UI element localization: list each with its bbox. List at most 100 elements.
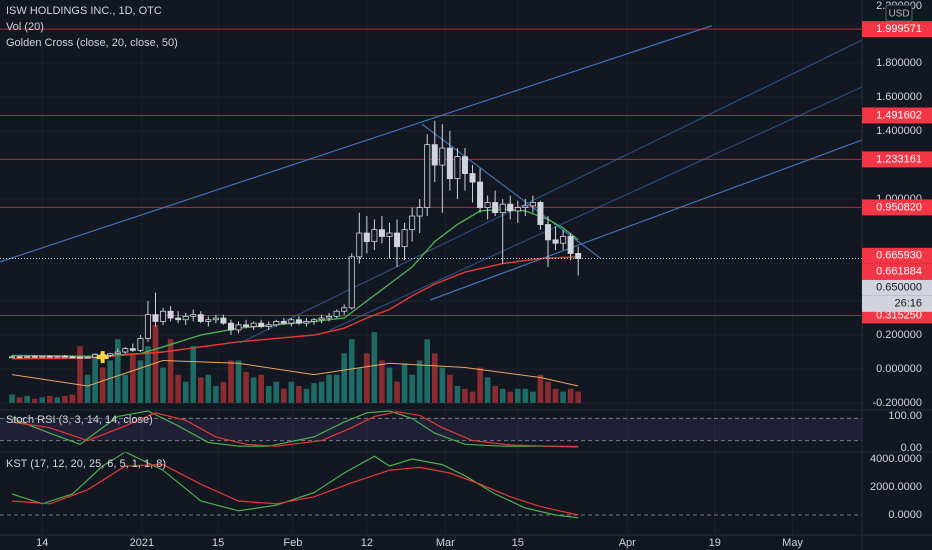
band-fill	[0, 418, 862, 441]
candle-body	[386, 232, 393, 237]
level-label-bg	[862, 151, 932, 168]
volume-bar	[364, 353, 370, 403]
volume-bar	[386, 367, 393, 403]
y-tick-label: 0.00	[901, 442, 922, 454]
y-tick-label: 1.400000	[876, 125, 922, 137]
candle-body	[182, 315, 189, 321]
candle-body	[326, 315, 333, 319]
volume-bar	[515, 388, 521, 403]
candle-body	[394, 232, 401, 248]
volume-bar	[205, 374, 212, 403]
candle-body	[258, 322, 265, 327]
x-tick-label: 15	[512, 537, 524, 549]
candle-body	[303, 321, 310, 324]
volume-bar	[296, 385, 302, 403]
candle-body	[46, 355, 53, 358]
candle-body	[107, 353, 114, 356]
volume-bar	[175, 374, 181, 403]
candle-body	[54, 355, 61, 358]
volume-bar	[54, 397, 61, 403]
currency-box[interactable]	[885, 4, 913, 22]
candle-body	[341, 307, 348, 312]
countdown-bg	[862, 295, 932, 312]
volume-bar	[281, 388, 287, 403]
volume-bar	[469, 391, 476, 403]
y-tick-label: 0.0000	[888, 509, 922, 521]
candle-body	[544, 224, 551, 241]
x-tick-label: Apr	[619, 537, 636, 549]
volume-bar	[507, 391, 514, 403]
candle-body	[552, 239, 559, 244]
volume-bar	[431, 353, 438, 403]
candle-body	[424, 144, 431, 208]
trend-line	[0, 25, 712, 263]
volume-bar	[311, 383, 317, 403]
candle-body	[439, 147, 446, 166]
volume-bar	[9, 394, 15, 403]
candle-body	[9, 356, 16, 359]
candle-body	[507, 203, 514, 212]
y-tick-label: 4000.0000	[870, 453, 922, 465]
volume-bar	[273, 381, 280, 403]
stoch-title: Stoch RSI (3, 3, 14, 14, close)	[6, 414, 153, 426]
level-label: 0.950820	[876, 201, 922, 213]
candle-body	[280, 321, 287, 324]
candle-body	[175, 317, 182, 321]
trend-line	[239, 39, 863, 344]
candle-body	[401, 229, 408, 248]
chart-title: ISW HOLDINGS INC., 1D, OTC	[6, 5, 162, 17]
price-marker-label: 0.661884	[876, 266, 922, 278]
candle-body	[363, 232, 370, 242]
volume-bar	[235, 360, 242, 403]
x-tick-label: Mar	[436, 537, 455, 549]
volume-bar	[152, 325, 159, 403]
volume-bar	[62, 395, 68, 403]
candle-body	[477, 181, 484, 208]
candle-body	[567, 236, 574, 254]
volume-bar	[197, 377, 204, 403]
price-marker-label: 0.665930	[876, 250, 922, 262]
candle-body	[69, 356, 76, 359]
candle-body	[212, 317, 219, 321]
candle-body	[454, 156, 461, 180]
volume-bar	[303, 388, 310, 403]
trend-line	[329, 86, 863, 331]
volume-bar	[258, 374, 264, 403]
candle-body	[16, 356, 23, 359]
volume-bar	[31, 398, 38, 403]
volume-bar	[447, 374, 453, 403]
level-label-bg	[862, 107, 932, 124]
volume-bar	[160, 367, 166, 403]
y-tick-label: 2000.0000	[870, 481, 922, 493]
candle-body	[39, 355, 46, 358]
candle-body	[273, 321, 280, 326]
price-marker-bg	[862, 279, 932, 296]
candle-body	[152, 314, 159, 322]
volume-bar	[371, 332, 378, 403]
candle-body	[197, 314, 204, 322]
volume-label: Vol (20)	[6, 21, 44, 33]
level-label-bg	[862, 199, 932, 216]
volume-bar	[356, 367, 363, 403]
indicator-line	[12, 411, 579, 448]
candle-body	[205, 319, 212, 322]
x-tick-label: 19	[709, 537, 721, 549]
volume-bar	[560, 391, 566, 403]
candle-body	[288, 319, 295, 324]
candle-body	[348, 256, 355, 309]
volume-bar	[401, 363, 408, 403]
currency[interactable]: USD	[888, 9, 909, 20]
candle-body	[409, 215, 416, 231]
price-marker-bg	[862, 247, 932, 264]
y-tick-label: 100.00	[888, 410, 922, 422]
volume-bar	[288, 381, 295, 403]
volume-bar	[545, 381, 551, 403]
candle-body	[227, 322, 234, 331]
candle-body	[220, 317, 227, 324]
candle-body	[144, 314, 151, 339]
indicator-line	[12, 463, 579, 516]
candle-body	[461, 156, 468, 174]
